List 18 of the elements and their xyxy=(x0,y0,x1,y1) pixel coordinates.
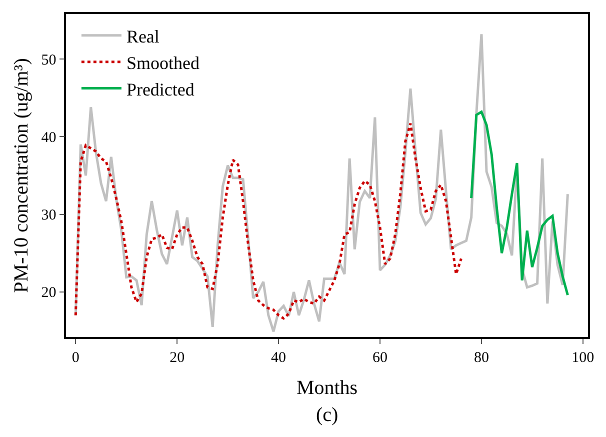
y-axis-title: PM-10 concentration (ug/m³) xyxy=(10,58,32,293)
x-tick-label: 40 xyxy=(271,350,286,366)
line-series xyxy=(470,110,569,296)
x-tick-label: 0 xyxy=(72,350,80,366)
x-tick-label: 20 xyxy=(170,350,185,366)
y-tick-label: 30 xyxy=(41,208,56,224)
legend-label: Predicted xyxy=(126,79,194,100)
text: (c) xyxy=(316,404,338,426)
y-tick-label: 50 xyxy=(41,52,56,68)
line-series xyxy=(74,122,462,320)
y-tick-label: 20 xyxy=(41,285,56,302)
legend-label: Smoothed xyxy=(126,52,200,73)
x-tick-label: 60 xyxy=(372,350,388,366)
x-axis-title: Months xyxy=(296,376,358,399)
x-tick-label: 80 xyxy=(474,350,489,366)
x-tick-label: 100 xyxy=(572,350,594,366)
legend-label: Real xyxy=(126,26,160,46)
y-tick-label: 40 xyxy=(41,130,56,146)
